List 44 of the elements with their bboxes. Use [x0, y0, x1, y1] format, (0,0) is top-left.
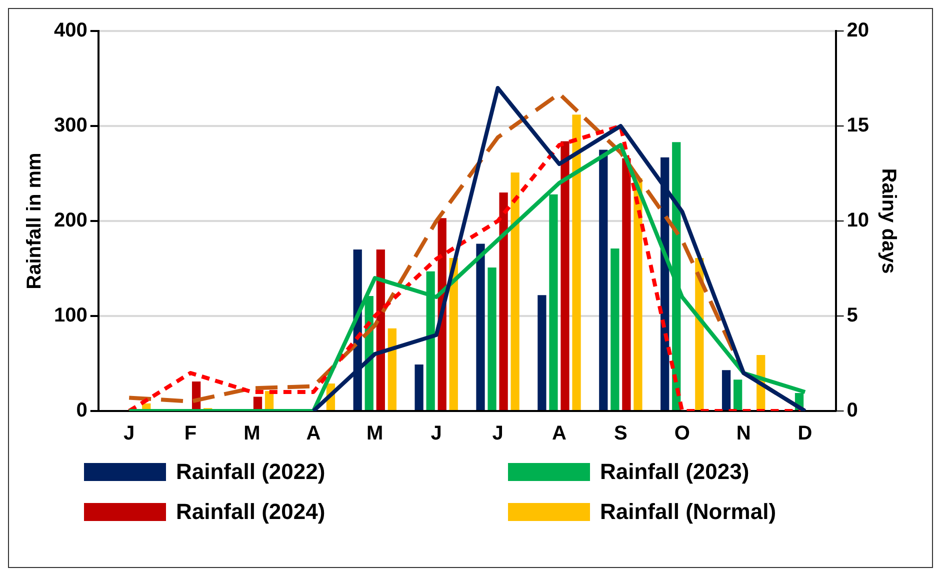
y-tick-label: 0: [76, 400, 88, 422]
y-tick-label: 400: [54, 20, 88, 42]
y2-tick-label: 20: [846, 20, 870, 42]
bar: [476, 244, 485, 410]
bar: [634, 178, 642, 410]
bar: [622, 158, 631, 410]
bar: [560, 141, 570, 410]
bar: [499, 192, 508, 410]
bar: [599, 150, 608, 410]
legend-label: Rainfall (Normal): [600, 499, 776, 525]
bar: [610, 248, 620, 410]
y-axis-title: Rainfall in mm: [24, 152, 46, 290]
x-tick-label: J: [430, 422, 442, 445]
y2-tick-label: 15: [846, 114, 870, 137]
bar: [510, 172, 520, 410]
bar: [376, 250, 385, 410]
bar: [414, 364, 424, 410]
x-tick-label: D: [798, 422, 812, 445]
x-tick-label: A: [306, 422, 321, 445]
y-tick-label: 300: [54, 114, 88, 137]
x-tick-label: N: [736, 422, 751, 445]
x-tick-label: J: [492, 422, 504, 445]
x-tick-label: F: [184, 422, 197, 445]
bar: [734, 380, 742, 410]
bar: [388, 328, 396, 410]
legend-label: Rainfall (2022): [176, 459, 326, 485]
x-tick-label: M: [366, 422, 384, 445]
legend-label: Rainfall (2024): [176, 499, 326, 525]
y2-axis-title: Rainy days: [877, 168, 900, 274]
bar: [488, 268, 496, 410]
x-tick-label: J: [124, 422, 135, 445]
bar: [722, 370, 731, 410]
bar: [538, 295, 546, 410]
bar: [572, 114, 581, 410]
x-tick-label: O: [674, 422, 690, 445]
x-tick-label: M: [244, 422, 260, 445]
x-tick-label: S: [614, 422, 628, 445]
y-tick-label: 100: [54, 304, 88, 327]
legend-label: Rainfall (2023): [600, 459, 750, 485]
y-tick-label: 200: [54, 210, 88, 232]
x-tick-label: A: [552, 422, 566, 445]
y2-tick-label: 10: [846, 210, 870, 232]
y2-tick-label: 5: [846, 304, 858, 327]
y2-tick-label: 0: [846, 400, 858, 422]
